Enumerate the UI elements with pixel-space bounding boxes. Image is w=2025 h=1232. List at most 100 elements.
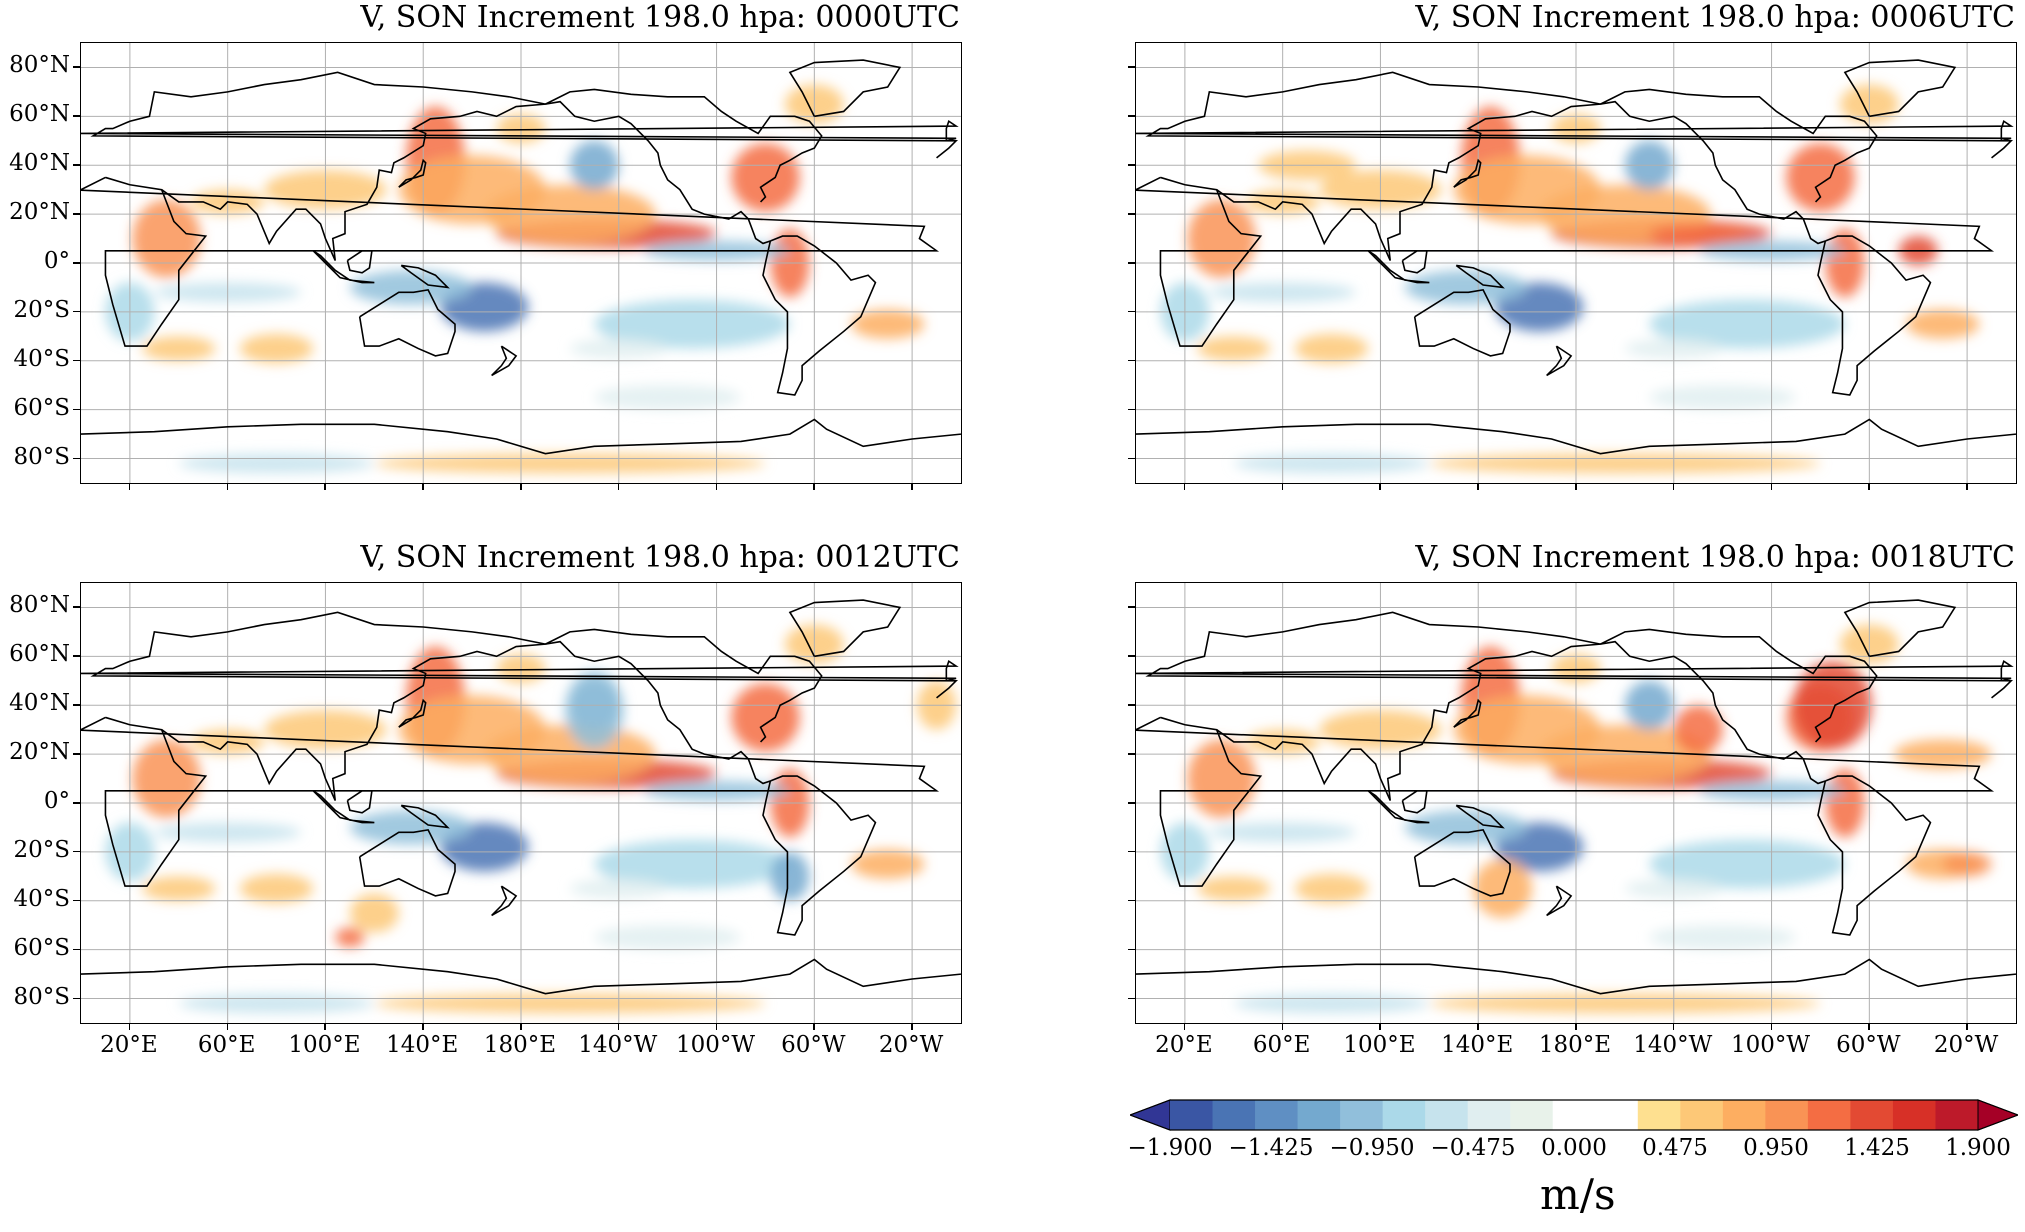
coastline (81, 659, 959, 682)
coastline (545, 628, 823, 743)
xtick-mark (1966, 1023, 1968, 1030)
coastline (81, 716, 940, 887)
ytick-mark (73, 408, 80, 411)
ytick-mark (73, 899, 80, 902)
xtick-mark (520, 483, 522, 490)
xtick-mark (813, 483, 815, 490)
xtick-mark (617, 483, 620, 490)
xtick-mark (128, 1023, 131, 1030)
increment-contour (142, 876, 216, 901)
increment-contour (565, 671, 624, 750)
colorbar-segment (1850, 1100, 1894, 1130)
coastline (1136, 716, 1995, 887)
ytick-mark (73, 753, 80, 755)
xtick-mark (1477, 483, 1479, 490)
xtick-mark (715, 1023, 718, 1030)
coastline (90, 71, 959, 159)
coastline (1136, 119, 2014, 142)
lon-tick-label: 20°W (1933, 1032, 1999, 1058)
coastline (1216, 103, 1601, 261)
map-panel (80, 42, 962, 484)
map-panel (80, 582, 962, 1024)
map-svg (1136, 43, 2016, 483)
colorbar-tick-label: 1.900 (1945, 1135, 2011, 1161)
colorbar-segment (1935, 1100, 1979, 1130)
panel-title: V, SON Increment 198.0 hpa: 0012UTC (360, 540, 960, 575)
increment-contour (1473, 859, 1532, 918)
increment-contour (239, 873, 314, 904)
ytick-mark (1128, 66, 1135, 68)
increment-contour (1673, 705, 1723, 755)
lon-tick-label: 140°E (1441, 1032, 1514, 1058)
coastline (1413, 829, 1511, 897)
increment-contour (1429, 453, 1821, 474)
increment-contour (1404, 810, 1528, 845)
coastline (788, 599, 902, 658)
increment-contour (1404, 270, 1528, 305)
coastline (346, 789, 373, 814)
increment-contour (851, 309, 925, 339)
map-svg (81, 43, 961, 483)
increment-contour (178, 993, 375, 1014)
coastline (1817, 235, 1932, 396)
xtick-mark (1183, 1023, 1186, 1030)
colorbar-segment (1297, 1100, 1341, 1130)
coastline (400, 804, 450, 829)
xtick-mark (1868, 1023, 1870, 1030)
coastline (81, 958, 961, 995)
coastline (1546, 345, 1573, 377)
coastline (1600, 88, 1878, 203)
lat-tick-label: 80°N (9, 592, 70, 619)
ytick-mark (73, 262, 80, 264)
ytick-mark (73, 655, 80, 657)
lon-tick-label: 20°E (100, 1032, 158, 1058)
colorbar-extend-min (1130, 1099, 1171, 1131)
ytick-mark (73, 359, 80, 362)
increment-contour (731, 143, 800, 212)
coastline (545, 100, 771, 245)
coastline (1453, 698, 1482, 728)
colorbar-segment (1382, 1100, 1426, 1130)
coastline (161, 643, 546, 801)
ytick-mark (73, 704, 80, 706)
ytick-mark (1128, 213, 1135, 215)
coastline (346, 249, 373, 274)
increment-contour (1197, 336, 1271, 361)
coastline (545, 640, 771, 785)
coastline (81, 119, 959, 142)
coastline (1216, 643, 1601, 801)
ytick-mark (1128, 115, 1135, 117)
coastline (81, 418, 961, 455)
lon-tick-label: 20°E (1155, 1032, 1213, 1058)
lon-tick-label: 60°W (1836, 1032, 1901, 1058)
increment-contour (851, 849, 925, 879)
xtick-mark (1379, 1023, 1381, 1030)
increment-contour (731, 683, 800, 752)
lat-tick-label: 60°S (13, 394, 70, 421)
colorbar-segment (1680, 1100, 1724, 1130)
increment-field (105, 84, 925, 474)
increment-contour (132, 199, 201, 278)
xtick-mark (1575, 1023, 1577, 1030)
colorbar-segment (1170, 1100, 1214, 1130)
lat-tick-label: 20°N (9, 199, 70, 226)
coastline (762, 235, 877, 396)
xtick-mark (422, 483, 424, 490)
colorbar-segment (1467, 1100, 1511, 1130)
ytick-mark (73, 606, 80, 608)
colorbar-tick-label: −0.950 (1329, 1135, 1415, 1161)
increment-contour (1187, 199, 1256, 278)
xtick-mark (911, 483, 913, 490)
ytick-mark (1128, 802, 1135, 804)
lon-tick-label: 140°W (578, 1032, 658, 1058)
coastline (358, 829, 456, 897)
colorbar-bar (1130, 1099, 2018, 1131)
coastline (1413, 289, 1511, 357)
ytick-mark (73, 997, 80, 1000)
ytick-mark (1128, 850, 1135, 853)
xtick-mark (617, 1023, 620, 1030)
xtick-mark (128, 483, 131, 490)
coastline (1455, 804, 1505, 829)
coastline (1843, 599, 1957, 658)
coastline (312, 250, 375, 284)
